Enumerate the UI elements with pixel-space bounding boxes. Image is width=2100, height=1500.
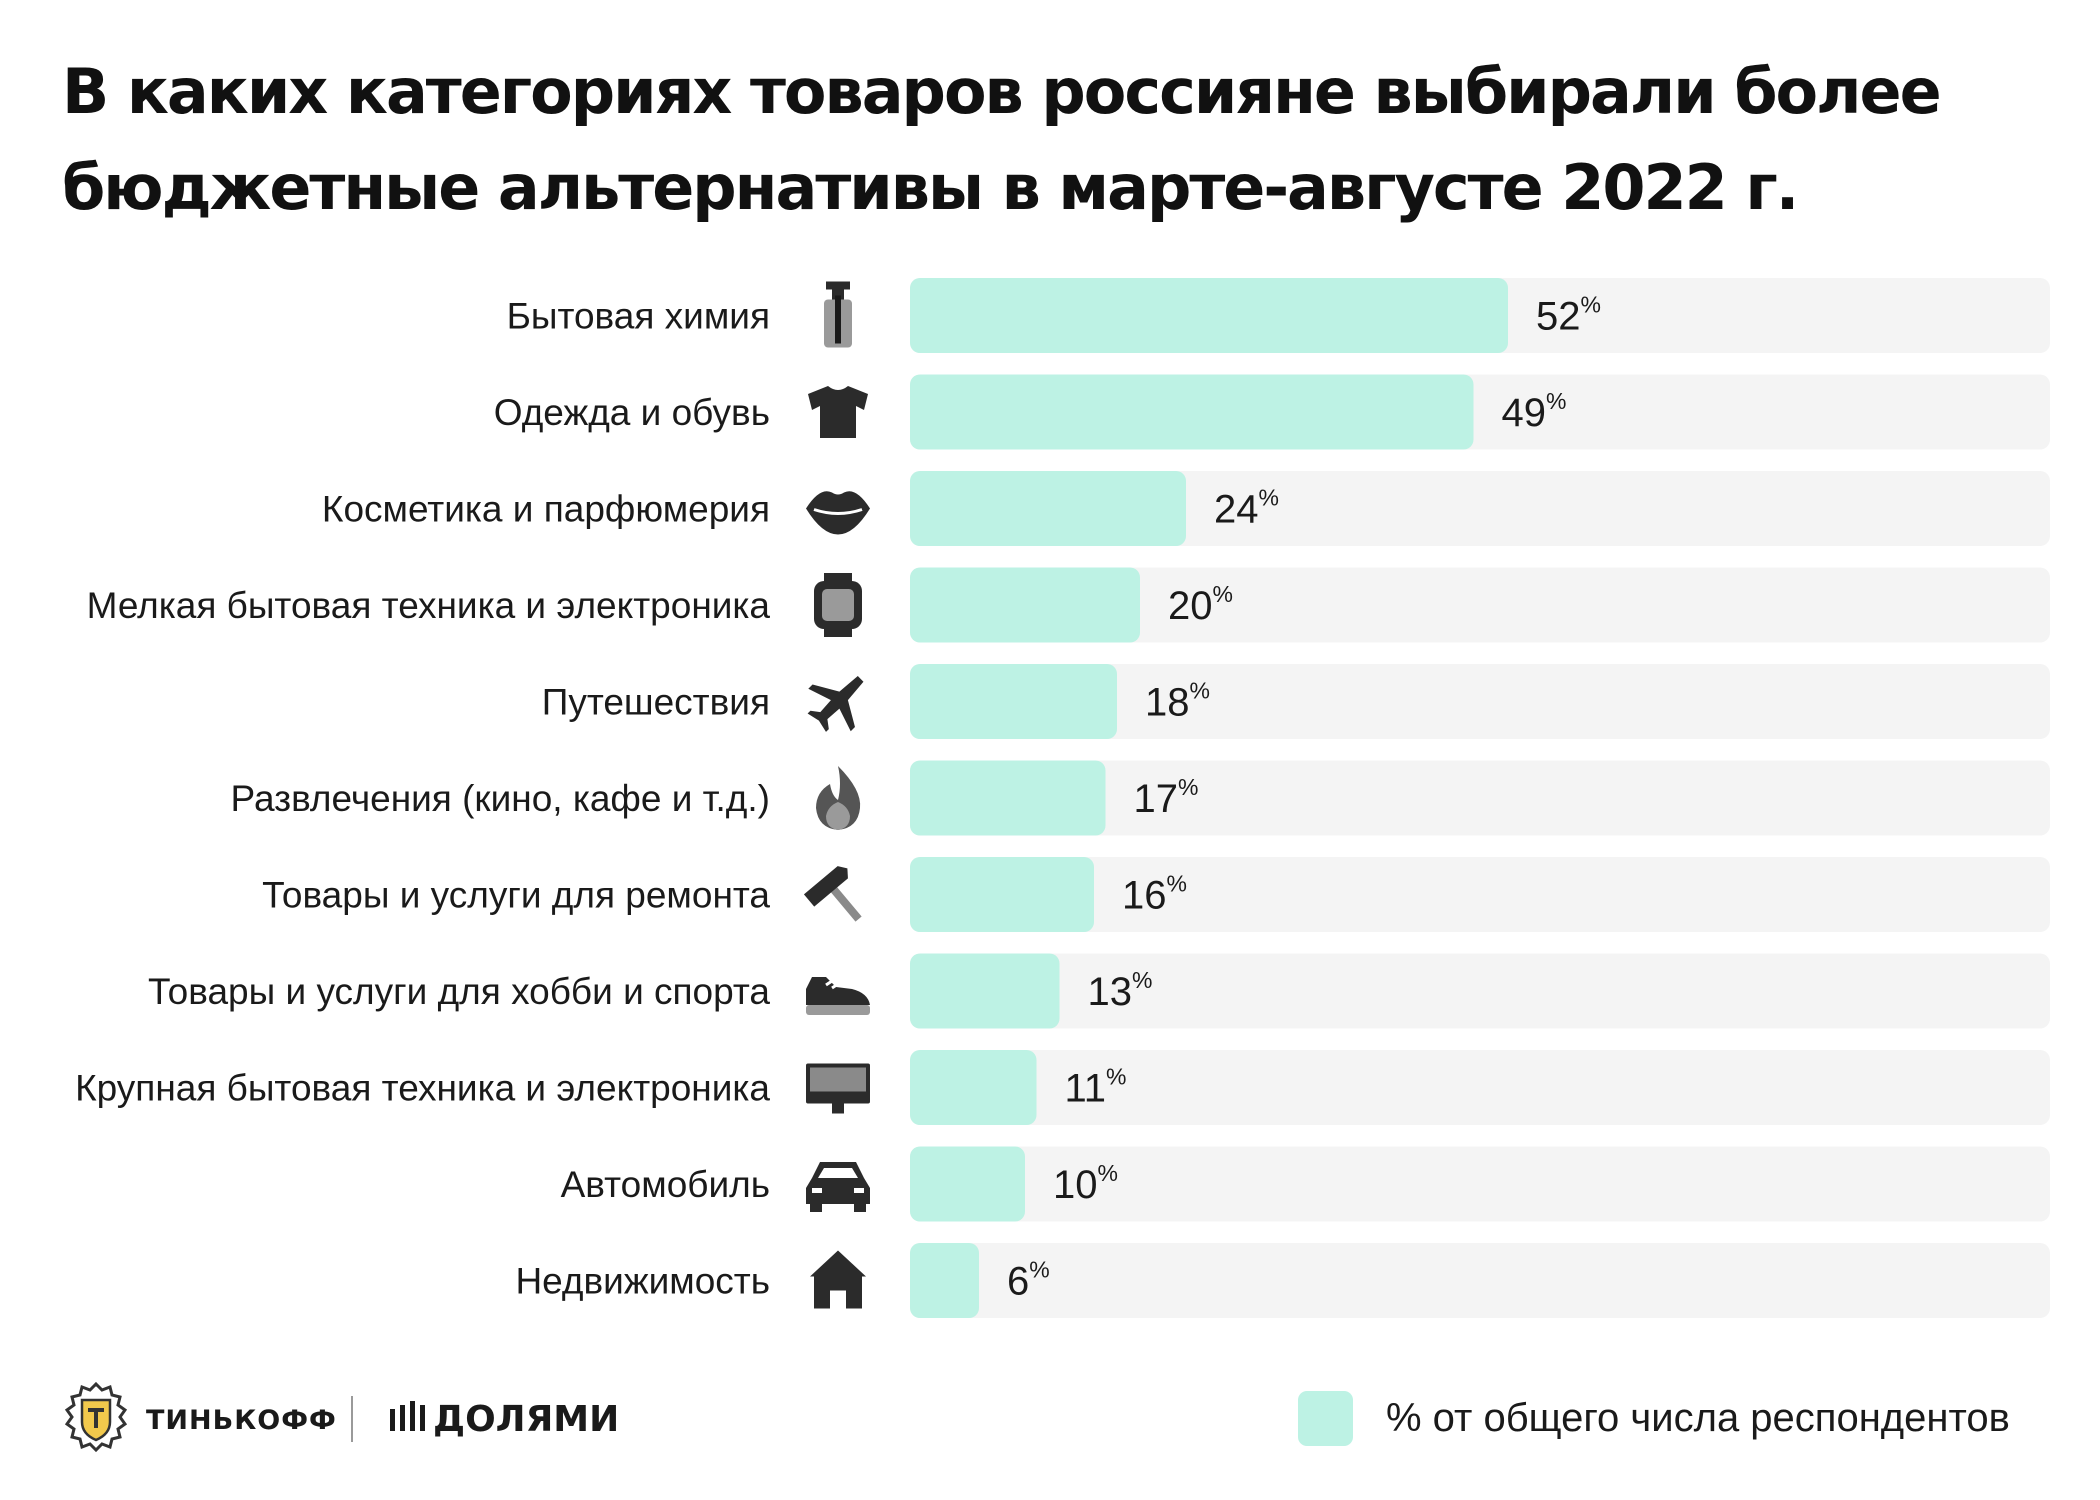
- sneaker-icon: [806, 977, 870, 1015]
- bar-row: Мелкая бытовая техника и электроника 20%: [87, 567, 2050, 643]
- category-label: Недвижимость: [515, 1261, 770, 1302]
- value-label: 17%: [1134, 774, 1199, 821]
- bar-row: Развлечения (кино, кафе и т.д.) 17%: [231, 760, 2050, 836]
- bar: [910, 567, 1140, 643]
- bar: [910, 1050, 1037, 1125]
- bar: [910, 1243, 979, 1318]
- bar-row: Бытовая химия 52%: [507, 278, 2050, 353]
- category-label: Товары и услуги для хобби и спорта: [148, 971, 770, 1012]
- bar-track: [910, 567, 2050, 643]
- smartwatch-icon: [814, 573, 862, 637]
- title-line-1: В каких категориях товаров россияне выби…: [62, 55, 1942, 128]
- category-label: Крупная бытовая техника и электроника: [75, 1068, 770, 1109]
- category-label: Мелкая бытовая техника и электроника: [87, 585, 771, 626]
- bar-row: Крупная бытовая техника и электроника 11%: [75, 1050, 2050, 1125]
- bar-row: Товары и услуги для хобби и спорта 13%: [148, 953, 2050, 1029]
- car-icon: [806, 1162, 870, 1212]
- tinkoff-logo-icon: [64, 1381, 128, 1453]
- bar-row: Косметика и парфюмерия 24%: [322, 471, 2050, 546]
- category-label: Косметика и парфюмерия: [322, 489, 770, 530]
- category-label: Развлечения (кино, кафе и т.д.): [231, 778, 770, 819]
- bar-row: Одежда и обувь 49%: [494, 374, 2050, 450]
- airplane-icon: [807, 676, 864, 732]
- footer-brands: ТИНЬКОФФ ДОЛЯМИ: [58, 1378, 658, 1458]
- bar-row: Товары и услуги для ремонта 16%: [262, 857, 2050, 932]
- tshirt-icon: [808, 386, 868, 438]
- bar: [910, 374, 1474, 450]
- house-icon: [810, 1250, 866, 1309]
- bar-row: Путешествия 18%: [542, 664, 2050, 739]
- flame-icon: [816, 766, 861, 830]
- legend-label: % от общего числа респондентов: [1386, 1396, 2010, 1440]
- bar: [910, 760, 1106, 836]
- bar-track: [910, 471, 2050, 546]
- lips-icon: [806, 491, 870, 535]
- bar-row: Недвижимость 6%: [515, 1243, 2050, 1318]
- bar-track: [910, 1243, 2050, 1318]
- dolyami-logo-icon: [390, 1401, 425, 1431]
- bar-track: [910, 953, 2050, 1029]
- bar: [910, 1146, 1025, 1222]
- bar-track: [910, 1050, 2050, 1125]
- bar-chart: Бытовая химия 52% Одежда и обувь 49% Космети…: [75, 278, 2050, 1318]
- value-label: 18%: [1145, 678, 1210, 725]
- category-label: Одежда и обувь: [494, 392, 770, 433]
- title-line-2: бюджетные альтернативы в марте-августе 2…: [62, 151, 1799, 224]
- bar: [910, 857, 1094, 932]
- bar-track: [910, 857, 2050, 932]
- bar: [910, 664, 1117, 739]
- bar: [910, 953, 1060, 1029]
- bar: [910, 471, 1186, 546]
- bar-track: [910, 760, 2050, 836]
- hammer-icon: [803, 866, 862, 922]
- legend-swatch: [1298, 1391, 1353, 1446]
- legend: % от общего числа респондентов: [1298, 1388, 2058, 1448]
- brand-tinkoff: ТИНЬКОФФ: [146, 1405, 337, 1436]
- bar-row: Автомобиль 10%: [561, 1146, 2050, 1222]
- category-label: Автомобиль: [561, 1164, 770, 1205]
- category-label: Путешествия: [542, 682, 770, 723]
- bar-track: [910, 664, 2050, 739]
- monitor-icon: [806, 1063, 870, 1114]
- value-label: 20%: [1168, 581, 1233, 628]
- category-label: Бытовая химия: [507, 296, 770, 337]
- bar: [910, 278, 1508, 353]
- chart-title: В каких категориях товаров россияне выби…: [62, 44, 2012, 236]
- spray-bottle-icon: [824, 281, 852, 348]
- category-label: Товары и услуги для ремонта: [262, 875, 770, 916]
- bar-track: [910, 1146, 2050, 1222]
- brand-dolyami: ДОЛЯМИ: [433, 1399, 619, 1440]
